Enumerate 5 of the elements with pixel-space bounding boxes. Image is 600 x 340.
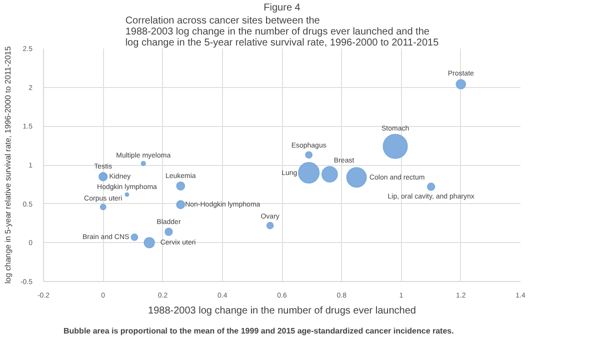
chart-subtitle: Correlation across cancer sites between the 1988-2003 log change in the number of drugs ever launched and the log change in the 5-year relative survival rate, 1996-2000 to 2011-2015: [125, 16, 440, 48]
y-axis-title: log change in 5-year relative survival rate, 1996-2000 to 2011-2015: [3, 46, 12, 284]
x-axis-title: 1988-2003 log change in the number of drugs ever launched: [148, 306, 416, 316]
chart-title: Figure 4: [264, 2, 301, 14]
text: Bubble area is proportional to the mean of the 1999 and 2015 age-standardized cancer incidence rates.: [64, 326, 454, 336]
